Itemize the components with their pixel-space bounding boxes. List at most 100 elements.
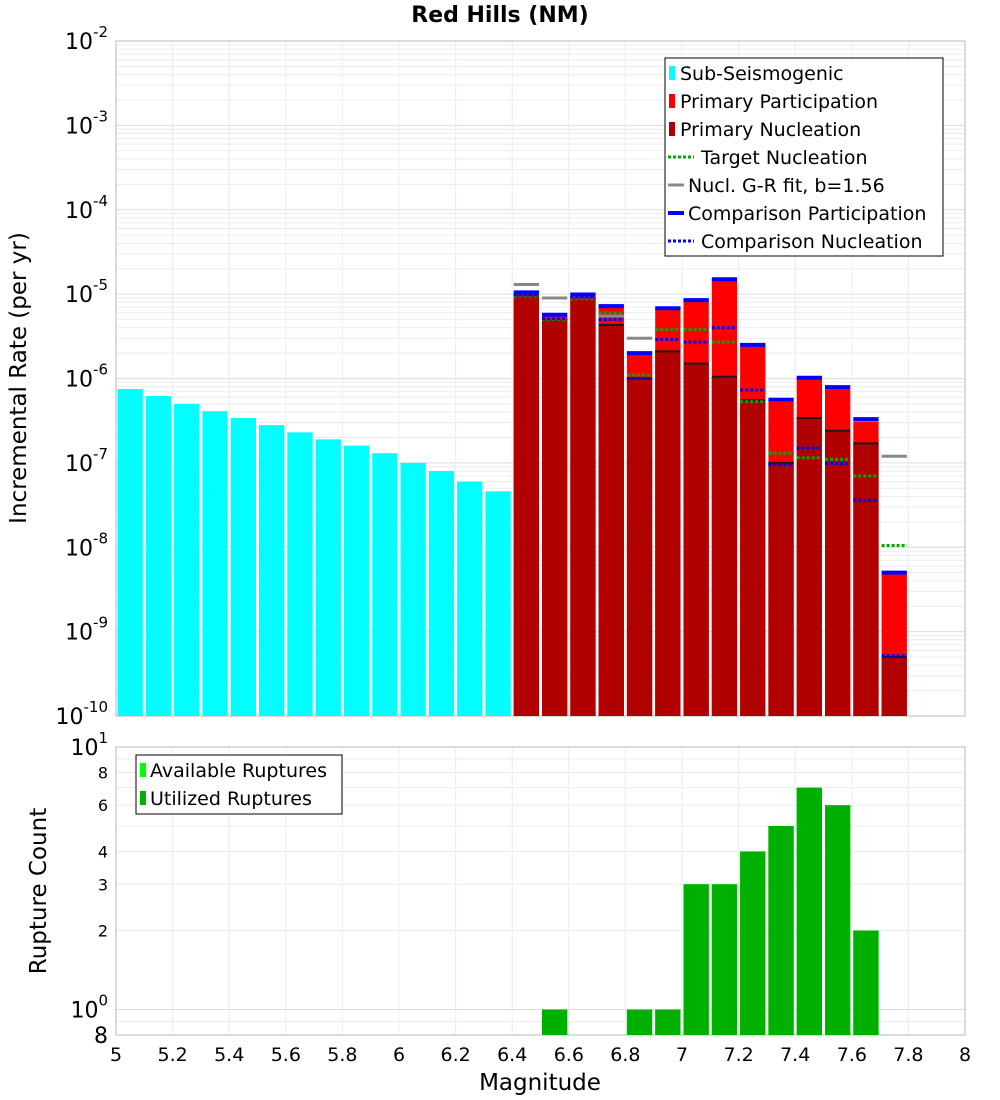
legend-swatch-sub-seismogenic: [669, 66, 675, 80]
sub-seismogenic-bar: [428, 471, 455, 716]
primary-nucleation-bar: [768, 462, 794, 716]
sub-seismogenic-bar: [145, 396, 172, 716]
bottom-plot-frame: [115, 746, 966, 1036]
top-legend: Sub-Seismogenic Primary Participation Pr…: [664, 57, 944, 257]
x-tick-label: 5.4: [214, 1044, 244, 1066]
sub-seismogenic-bar: [287, 432, 313, 716]
legend-label-comparison-nucleation: Comparison Nucleation: [701, 231, 923, 253]
top-y-tick-label: 10-9: [65, 614, 108, 646]
top-y-tick-label: 10-7: [65, 445, 108, 477]
top-plot-frame: [115, 40, 966, 717]
sub-seismogenic-bar: [485, 491, 511, 716]
legend-swatch-available-ruptures: [140, 763, 146, 777]
utilized-ruptures-bar: [711, 884, 738, 1035]
bottom-x-ticks: 5 5.2 5.4 5.6 5.8 6 6.2 6.4 6.6 6.8 7 7.2 7.4 7.6 7.8 8: [110, 1044, 971, 1066]
sub-seismogenic-bar: [400, 462, 426, 716]
sub-seismogenic-bar: [117, 389, 143, 716]
x-tick-label: 6.8: [610, 1044, 640, 1066]
legend-item-sub-seismogenic: Sub-Seismogenic: [669, 63, 844, 85]
legend-swatch-utilized-ruptures: [140, 791, 146, 805]
x-axis-label: Magnitude: [479, 1070, 601, 1096]
top-marks: [513, 277, 907, 659]
primary-nucleation-bar: [598, 325, 624, 716]
legend-item-comparison-participation: Comparison Participation: [668, 203, 926, 225]
x-tick-label: 7.4: [780, 1044, 810, 1066]
sub-seismogenic-bar: [174, 403, 200, 716]
top-y-tick-label: 10-5: [65, 276, 108, 308]
x-tick-label: 7.8: [893, 1044, 923, 1066]
utilized-ruptures-bar: [655, 1009, 681, 1035]
legend-label-primary-participation: Primary Participation: [680, 91, 878, 113]
utilized-ruptures-bar: [825, 805, 851, 1035]
bottom-legend: Available Ruptures Utilized Ruptures: [135, 754, 343, 815]
legend-item-primary-participation: Primary Participation: [669, 91, 878, 113]
utilized-ruptures-bar: [683, 884, 709, 1035]
x-tick-label: 5.2: [157, 1044, 187, 1066]
primary-nucleation-bar: [740, 400, 766, 716]
sub-seismogenic-bar: [202, 411, 228, 716]
bottom-y-tick-label: 6: [98, 796, 108, 815]
utilized-ruptures-bar: [853, 930, 879, 1035]
top-bars: [117, 280, 907, 716]
top-grid: [115, 41, 966, 717]
bottom-y-tick-label: 101: [70, 729, 108, 761]
legend-label-sub-seismogenic: Sub-Seismogenic: [680, 63, 844, 85]
sub-seismogenic-bar: [457, 481, 483, 716]
bottom-y-tick-label: 4: [98, 842, 108, 861]
legend-label-available-ruptures: Available Ruptures: [150, 760, 327, 782]
primary-nucleation-bar: [881, 657, 907, 716]
legend-item-available-ruptures: Available Ruptures: [140, 760, 327, 782]
top-y-tick-label: 10-10: [56, 698, 109, 730]
primary-nucleation-bar: [711, 376, 738, 716]
x-tick-label: 7.2: [723, 1044, 753, 1066]
x-tick-label: 5.8: [327, 1044, 357, 1066]
primary-nucleation-bar: [796, 418, 822, 716]
primary-nucleation-bar: [655, 351, 681, 716]
top-y-tick-label: 10-2: [65, 23, 108, 55]
bottom-y-axis-label: Rupture Count: [26, 808, 52, 974]
sub-seismogenic-bar: [230, 418, 256, 716]
top-y-tick-label: 10-8: [65, 529, 108, 561]
legend-item-target-nucleation: Target Nucleation: [668, 147, 868, 169]
primary-nucleation-bar: [513, 294, 539, 716]
x-tick-label: 7: [676, 1044, 688, 1066]
top-legend-box: [664, 57, 944, 257]
sub-seismogenic-bar: [372, 453, 398, 716]
x-tick-label: 6.6: [554, 1044, 584, 1066]
primary-nucleation-bar: [570, 297, 596, 716]
bottom-y-tick-label: 8: [94, 1024, 108, 1049]
top-y-tick-label: 10-6: [65, 361, 108, 393]
bottom-y-tick-label: 2: [98, 922, 108, 941]
utilized-ruptures-bar: [768, 826, 794, 1035]
x-tick-label: 5.6: [271, 1044, 301, 1066]
bottom-y-tick-label: 100: [70, 992, 108, 1024]
bottom-bars: [542, 787, 879, 1035]
utilized-ruptures-bar: [542, 1009, 568, 1035]
primary-nucleation-bar: [683, 363, 709, 716]
legend-swatch-primary-nucleation: [669, 122, 675, 136]
top-y-tick-label: 10-4: [65, 192, 108, 224]
top-y-tick-label: 10-3: [65, 107, 108, 139]
x-tick-label: 6: [393, 1044, 405, 1066]
x-tick-label: 5: [110, 1044, 122, 1066]
legend-label-gr-fit: Nucl. G-R fit, b=1.56: [688, 175, 885, 197]
legend-item-gr-fit: Nucl. G-R fit, b=1.56: [668, 175, 885, 197]
sub-seismogenic-bar: [343, 445, 370, 716]
top-y-axis-label: Incremental Rate (per yr): [6, 232, 32, 524]
legend-label-comparison-participation: Comparison Participation: [688, 203, 926, 225]
x-tick-label: 6.4: [497, 1044, 527, 1066]
primary-nucleation-bar: [825, 430, 851, 716]
legend-item-comparison-nucleation: Comparison Nucleation: [668, 231, 923, 253]
chart-title: Red Hills (NM): [411, 3, 588, 28]
utilized-ruptures-bar: [740, 851, 766, 1035]
legend-label-target-nucleation: Target Nucleation: [700, 147, 868, 169]
x-tick-label: 8: [959, 1044, 971, 1066]
x-tick-label: 6.2: [440, 1044, 470, 1066]
legend-item-utilized-ruptures: Utilized Ruptures: [140, 788, 312, 810]
top-y-ticks: 10-2 10-3 10-4 10-5 10-6 10-7 10-8 10-9 10-10: [56, 23, 109, 730]
bottom-y-tick-label: 3: [98, 875, 108, 894]
legend-label-utilized-ruptures: Utilized Ruptures: [150, 788, 312, 810]
utilized-ruptures-bar: [626, 1009, 653, 1035]
x-tick-label: 7.6: [837, 1044, 867, 1066]
